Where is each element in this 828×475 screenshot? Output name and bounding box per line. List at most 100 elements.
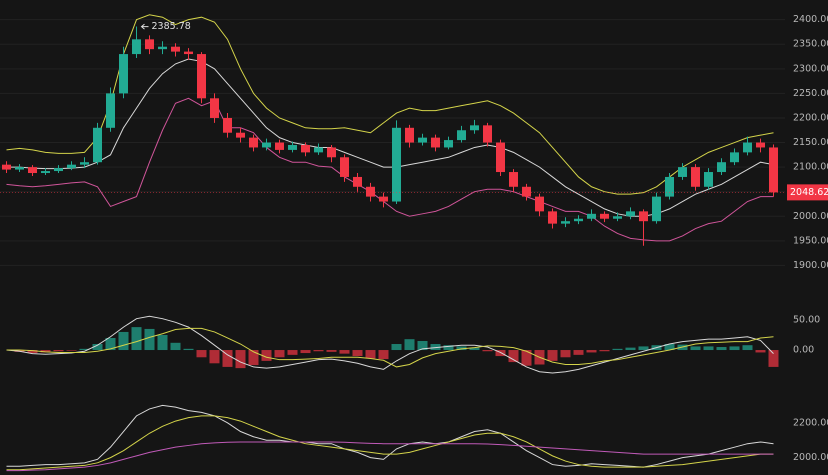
- y-tick-label: 2300.00: [793, 63, 828, 74]
- histogram-bar: [365, 350, 376, 359]
- histogram-bar: [287, 350, 298, 355]
- y-tick-label: 2350.00: [793, 39, 828, 50]
- histogram-bar: [378, 350, 389, 360]
- candle-body: [431, 137, 440, 148]
- high-label: 2385.78: [152, 21, 191, 32]
- histogram-bar: [417, 340, 428, 351]
- candle-body: [405, 127, 414, 143]
- histogram-bar: [235, 350, 246, 369]
- y-tick-label: 1950.00: [793, 235, 828, 246]
- indicator-line: [6, 441, 774, 472]
- histogram-bar: [274, 350, 285, 358]
- histogram-bar: [209, 350, 220, 364]
- histogram-bar: [716, 347, 727, 351]
- histogram-bar: [196, 350, 207, 358]
- candle-body: [106, 93, 115, 128]
- candle-body: [379, 196, 388, 202]
- histogram-bar: [40, 350, 51, 353]
- candle-body: [509, 172, 518, 187]
- candle-body: [626, 211, 635, 217]
- histogram-bar: [573, 350, 584, 355]
- candle-body: [184, 51, 193, 55]
- candle-body: [548, 211, 557, 224]
- histogram-bar: [352, 350, 363, 357]
- histogram-bar: [79, 348, 90, 351]
- histogram-bar: [495, 350, 506, 357]
- histogram-bar: [248, 350, 259, 366]
- candle-body: [639, 211, 648, 222]
- candle-body: [444, 140, 453, 148]
- histogram-bar: [326, 350, 337, 352]
- histogram-bar: [443, 345, 454, 351]
- histogram-bar: [118, 331, 129, 351]
- histogram-bar: [430, 344, 441, 351]
- histogram-bar: [313, 350, 324, 352]
- histogram-bar: [456, 346, 467, 351]
- histogram-bar: [586, 350, 597, 353]
- candle-body: [2, 164, 11, 170]
- histogram-bar: [755, 350, 766, 353]
- candle-body: [15, 167, 24, 170]
- candle-body: [249, 137, 258, 148]
- last-price-box: [787, 184, 828, 201]
- histogram-bar: [547, 350, 558, 361]
- candle-body: [41, 171, 50, 174]
- candle-body: [210, 98, 219, 118]
- candle-body: [470, 125, 479, 131]
- candle-body: [574, 218, 583, 222]
- histogram-bar: [469, 347, 480, 351]
- candle-body: [275, 142, 284, 150]
- candle-body: [301, 145, 310, 153]
- y-tick-label: 0.00: [793, 345, 814, 356]
- histogram-bar: [391, 344, 402, 351]
- candle-body: [613, 216, 622, 219]
- candle-body: [652, 196, 661, 222]
- y-tick-label: 2200.00: [793, 417, 828, 428]
- candle-body: [93, 127, 102, 163]
- candle-body: [483, 125, 492, 143]
- histogram-bar: [625, 347, 636, 351]
- candle-body: [262, 142, 271, 148]
- indicator-line: [6, 97, 774, 242]
- high-arrow: [140, 23, 149, 30]
- histogram-bar: [53, 350, 64, 352]
- candle-body: [197, 54, 206, 99]
- histogram-bar: [27, 350, 38, 354]
- histogram-bar: [131, 327, 142, 351]
- indicator-line: [6, 14, 774, 195]
- candle-body: [418, 137, 427, 143]
- candle-body: [587, 213, 596, 219]
- candle-body: [54, 168, 63, 172]
- candle-body: [561, 221, 570, 224]
- candle-body: [353, 176, 362, 187]
- candle-body: [535, 196, 544, 212]
- histogram-bar: [508, 350, 519, 363]
- candle-body: [158, 46, 167, 50]
- candle-body: [392, 127, 401, 202]
- histogram-bar: [599, 350, 610, 352]
- histogram-bar: [300, 350, 311, 354]
- candle-body: [67, 164, 76, 169]
- candle-body: [171, 46, 180, 52]
- y-tick-label: 2000.00: [793, 452, 828, 463]
- candle-body: [340, 157, 349, 177]
- indicator-line: [6, 315, 774, 374]
- histogram-bar: [482, 350, 493, 352]
- candle-body: [145, 39, 154, 50]
- candle-body: [366, 186, 375, 197]
- candle-body: [678, 167, 687, 177]
- histogram-bar: [144, 328, 155, 351]
- candle-body: [600, 213, 609, 219]
- last-price-label: 2048.62: [790, 187, 828, 198]
- candle-body: [314, 147, 323, 153]
- y-tick-label: 2400.00: [793, 14, 828, 25]
- candle-body: [236, 132, 245, 138]
- histogram-bar: [222, 350, 233, 367]
- y-tick-label: 2100.00: [793, 162, 828, 173]
- histogram-bar: [703, 346, 714, 351]
- histogram-bar: [768, 350, 779, 367]
- histogram-bar: [339, 350, 350, 354]
